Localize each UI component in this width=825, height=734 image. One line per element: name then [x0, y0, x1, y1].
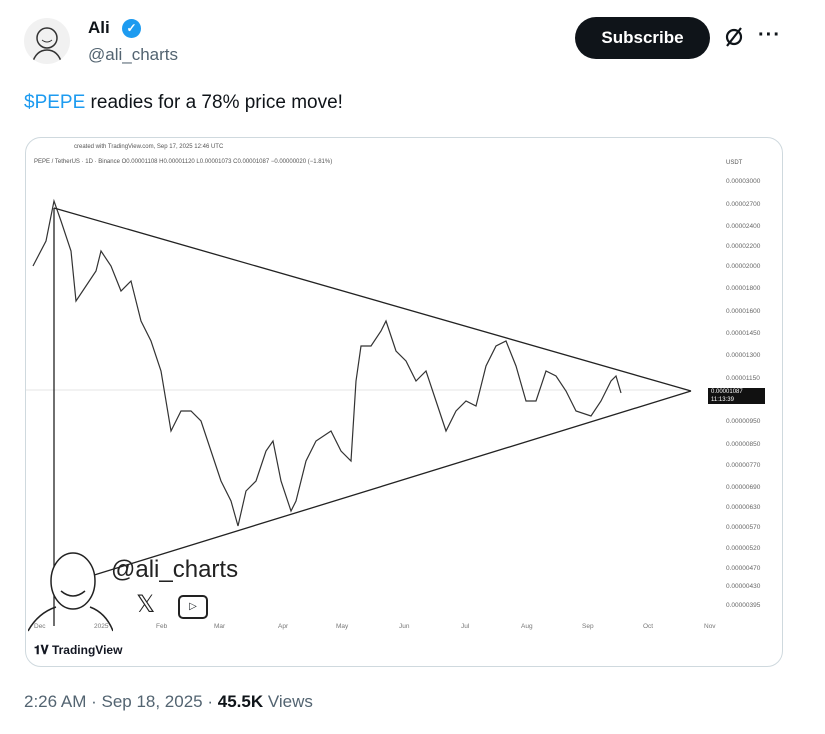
verified-badge-icon: ✓ — [122, 19, 141, 38]
chart-image[interactable]: created with TradingView.com, Sep 17, 20… — [25, 137, 783, 667]
tradingview-brand: TradingView — [51, 643, 123, 657]
x-tick: Mar — [214, 623, 226, 630]
more-options-button[interactable]: ··· — [758, 24, 781, 46]
x-tick: Dec — [34, 623, 46, 630]
y-tick: 0.00000520 — [726, 545, 761, 552]
y-tick: 0.00000470 — [726, 565, 761, 572]
y-tick: 0.00003000 — [726, 178, 761, 185]
tweet-meta: 2:26 AM · Sep 18, 2025 · 45.5K Views — [24, 692, 313, 711]
y-tick: 0.00001450 — [726, 330, 761, 337]
trendline-upper — [53, 207, 692, 392]
x-tick: Jul — [461, 623, 470, 630]
y-tick: 0.00000690 — [726, 484, 761, 491]
y-tick: 0.00001300 — [726, 352, 761, 359]
tweet-date[interactable]: Sep 18, 2025 — [101, 692, 203, 711]
candle-countdown: 11:13:39 — [711, 397, 734, 403]
y-tick: 0.00000630 — [726, 504, 761, 511]
tweet-time[interactable]: 2:26 AM — [24, 692, 87, 711]
youtube-icon: ▷ — [178, 595, 208, 619]
y-tick: 0.00002200 — [726, 243, 761, 250]
slashed-circle-icon[interactable] — [722, 25, 746, 49]
tweet-body: readies for a 78% price move! — [85, 92, 343, 113]
y-tick: 0.00002700 — [726, 201, 761, 208]
views-count: 45.5K — [217, 692, 264, 711]
y-tick: 0.00001150 — [726, 375, 760, 382]
y-tick: 0.00000850 — [726, 441, 761, 448]
created-note: created with TradingView.com, Sep 17, 20… — [74, 144, 224, 150]
x-tick: 2025 — [94, 623, 109, 630]
price-series — [32, 198, 622, 527]
y-tick: 0.00000395 — [726, 602, 761, 609]
y-tick: 0.00000950 — [726, 418, 761, 425]
x-tick: Oct — [643, 623, 654, 630]
y-tick: 0.00000570 — [726, 524, 761, 531]
x-tick: Aug — [521, 623, 533, 630]
y-tick: 0.00002400 — [726, 223, 761, 230]
author-handle[interactable]: @ali_charts — [88, 45, 179, 64]
last-price-badge: 0.00001087 11:13:39 — [708, 388, 765, 404]
x-tick: May — [336, 623, 349, 630]
y-tick: 0.00002000 — [726, 263, 761, 270]
last-price: 0.00001087 — [711, 389, 743, 395]
y-tick: 0.00001800 — [726, 285, 761, 292]
x-tick: Jun — [399, 623, 410, 630]
tradingview-mark-icon: 𝟏𝐕 — [34, 643, 52, 657]
x-logo-icon: 𝕏 — [136, 591, 156, 618]
y-tick: 0.00001600 — [726, 308, 761, 315]
y-tick: 0.00000770 — [726, 462, 761, 469]
x-tick: Apr — [278, 623, 289, 630]
cashtag-link[interactable]: $PEPE — [24, 92, 86, 113]
subscribe-button[interactable]: Subscribe — [575, 17, 710, 59]
views-label: Views — [267, 692, 313, 711]
y-tick: 0.00000430 — [726, 583, 761, 590]
price-chart — [26, 198, 692, 626]
currency-label: USDT — [726, 160, 743, 166]
watermark-portrait — [28, 552, 113, 632]
symbol-line: PEPE / TetherUS · 1D · Binance O0.000011… — [34, 159, 333, 165]
trendline-lower — [90, 390, 692, 577]
x-tick: Sep — [582, 623, 594, 630]
x-tick: Nov — [704, 623, 716, 630]
tradingview-logo: 𝟏𝐕 TradingView — [34, 643, 122, 658]
author-name[interactable]: Ali — [88, 18, 110, 37]
avatar[interactable] — [24, 18, 70, 64]
x-tick: Feb — [156, 623, 168, 630]
watermark-handle: @ali_charts — [111, 556, 239, 583]
tweet-text: $PEPE readies for a 78% price move! — [24, 92, 343, 114]
